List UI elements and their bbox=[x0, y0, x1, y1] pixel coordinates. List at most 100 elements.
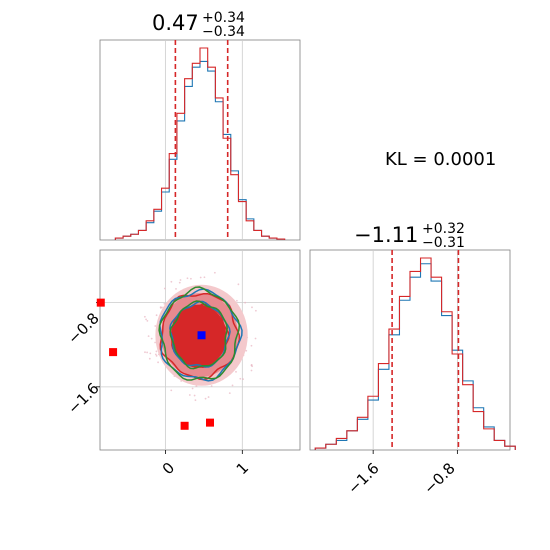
joint-scatter-point bbox=[254, 337, 257, 340]
joint-scatter-point bbox=[146, 319, 149, 322]
joint-scatter-point bbox=[228, 392, 231, 395]
joint-xtick-label-2: 1 bbox=[233, 459, 252, 478]
joint-scatter-point bbox=[163, 287, 166, 290]
marginal-2-bin-1-9 bbox=[410, 271, 421, 450]
marginal-2-title-minus: −0.31 bbox=[422, 235, 465, 251]
marginal-1-bin-1-3 bbox=[138, 230, 146, 240]
joint-scatter-point bbox=[175, 288, 177, 290]
marginal-1-bin-1-6 bbox=[162, 188, 170, 240]
marginal-1-bin-1-16 bbox=[238, 202, 246, 240]
joint-scatter-point bbox=[157, 361, 159, 364]
marginal-2-title-value: −1.11 bbox=[354, 223, 418, 247]
joint-scatter-point bbox=[193, 394, 196, 397]
marginal-2-title-plus: +0.32 bbox=[422, 221, 465, 237]
joint-scatter-point bbox=[204, 397, 207, 400]
marginal-1-bin-1-20 bbox=[269, 238, 277, 240]
marginal-2-bin-1-18 bbox=[505, 446, 516, 450]
marginal-2-plot bbox=[314, 250, 516, 454]
joint-scatter-point bbox=[150, 337, 153, 340]
joint-scatter-point bbox=[149, 352, 152, 355]
marginal-2-bin-1-1 bbox=[326, 444, 337, 450]
joint-scatter-point bbox=[170, 389, 173, 392]
marginal-2-bin-1-10 bbox=[421, 258, 432, 450]
joint-marker-3 bbox=[206, 418, 214, 427]
marginal-1-bin-1-18 bbox=[254, 230, 262, 240]
joint-scatter-point bbox=[148, 357, 151, 360]
joint-scatter-point bbox=[195, 385, 198, 387]
marginal-2-bin-1-5 bbox=[368, 396, 379, 450]
joint-ytick-label-2: −1.6 bbox=[64, 379, 102, 417]
marginal-1-bin-1-8 bbox=[177, 113, 185, 240]
marginal-2-bin-1-17 bbox=[494, 440, 505, 450]
joint-scatter-point bbox=[170, 280, 173, 283]
joint-scatter-point bbox=[242, 378, 244, 381]
marginal-1-title-value: 0.47 bbox=[152, 11, 199, 35]
marginal-1-bin-1-2 bbox=[131, 234, 139, 240]
marginal-2-frame bbox=[309, 249, 511, 451]
joint-scatter-point bbox=[154, 341, 157, 344]
marginal-2-bin-1-4 bbox=[357, 417, 368, 450]
joint-ytick-label-1: −0.8 bbox=[64, 309, 102, 347]
joint-scatter-point bbox=[190, 277, 192, 280]
marginal-2-bin-1-8 bbox=[399, 296, 410, 450]
joint-scatter-point bbox=[179, 279, 182, 281]
joint-scatter-point bbox=[203, 276, 206, 279]
marginal-1-bin-1-1 bbox=[123, 236, 131, 240]
marginal-1-bin-1-9 bbox=[185, 79, 193, 240]
joint-scatter-point bbox=[250, 344, 253, 347]
joint-plot bbox=[96, 250, 300, 454]
marginal-1-bin-1-10 bbox=[192, 63, 200, 240]
joint-scatter-point bbox=[235, 299, 238, 302]
marginal-2-title: −1.11 bbox=[354, 223, 418, 247]
joint-marker-0 bbox=[109, 348, 118, 357]
joint-scatter-point bbox=[239, 377, 242, 380]
joint-scatter-point bbox=[154, 325, 157, 327]
joint-scatter-point bbox=[199, 276, 202, 279]
joint-scatter-point bbox=[251, 306, 253, 309]
joint-scatter-point bbox=[213, 271, 216, 274]
joint-scatter-point bbox=[254, 309, 257, 312]
joint-scatter-point bbox=[251, 365, 254, 368]
marginal-2-bin-1-7 bbox=[389, 329, 400, 450]
marginal-1-bin-1-13 bbox=[215, 98, 223, 240]
marginal-2-bin-1-14 bbox=[463, 385, 474, 450]
kl-annotation: KL = 0.0001 bbox=[385, 149, 496, 170]
joint-marker-1 bbox=[96, 298, 105, 307]
marginal-1-bin-1-15 bbox=[231, 175, 239, 240]
joint-marker-2 bbox=[180, 421, 189, 430]
marginal-1-bin-1-21 bbox=[277, 239, 285, 240]
joint-scatter-point bbox=[237, 283, 240, 286]
joint-scatter-point bbox=[155, 354, 158, 357]
marginal-1-bin-1-19 bbox=[262, 236, 270, 240]
marginal-2-series-1 bbox=[314, 257, 516, 450]
marginal-1-title: 0.47 bbox=[152, 11, 199, 35]
joint-scatter-point bbox=[244, 301, 247, 304]
marginal-1-plot bbox=[114, 40, 286, 240]
marginal-2-bin-1-16 bbox=[484, 429, 495, 450]
joint-scatter-point bbox=[163, 302, 166, 305]
joint-center-marker bbox=[197, 331, 206, 340]
joint-contour-2-1 bbox=[169, 300, 228, 370]
marginal-1-bin-1-4 bbox=[146, 221, 154, 240]
joint-frame bbox=[99, 249, 301, 451]
joint-scatter-point bbox=[245, 349, 248, 352]
marginal-1-bin-1-5 bbox=[154, 209, 162, 240]
joint-scatter-point bbox=[155, 350, 158, 353]
joint-contour-2-0 bbox=[158, 286, 241, 381]
marginal-2-bin-1-0 bbox=[315, 448, 326, 450]
marginal-2-xtick-label-1: −1.6 bbox=[344, 459, 382, 497]
joint-scatter-point bbox=[188, 394, 191, 396]
marginal-1-frame bbox=[99, 39, 301, 241]
marginal-2-bin-1-6 bbox=[378, 364, 389, 450]
joint-scatter-point bbox=[154, 353, 157, 356]
joint-scatter-point bbox=[178, 281, 181, 284]
marginal-2-xtick-label-2: −0.8 bbox=[420, 459, 458, 497]
joint-xtick-label-1: 0 bbox=[159, 459, 178, 478]
joint-scatter-point bbox=[145, 318, 147, 321]
marginal-1-bin-1-12 bbox=[208, 67, 216, 240]
joint-scatter-point bbox=[147, 335, 150, 338]
marginal-1-title-minus: −0.34 bbox=[202, 24, 245, 40]
marginal-2-bin-1-12 bbox=[442, 312, 453, 450]
marginal-1-bin-1-17 bbox=[246, 221, 254, 240]
